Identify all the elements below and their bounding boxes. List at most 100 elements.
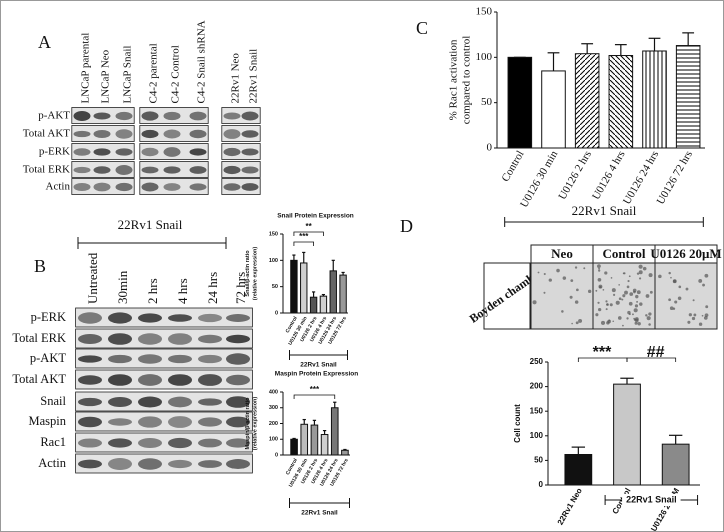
x-tick-label: U0126 20 μM (649, 486, 681, 532)
bar (329, 270, 337, 314)
cell-dot (632, 288, 637, 293)
cell-dot (638, 277, 642, 280)
blot-band (115, 129, 133, 139)
bar (319, 295, 328, 314)
bar (541, 70, 566, 149)
group-label: 22Rv1 Snail (572, 203, 637, 218)
bar (642, 50, 667, 149)
x-tick-label: U0126 72 hrs (655, 149, 695, 207)
y-tick-label: 100 (269, 258, 278, 264)
y-tick-label: 0 (275, 452, 278, 458)
lane-label: 24 hrs (205, 272, 220, 304)
row-label: Actin (38, 456, 67, 470)
blot-band (138, 396, 162, 408)
row-label: p-ERK (31, 310, 66, 324)
cell-dot (597, 277, 602, 282)
cell-dot (628, 301, 633, 306)
lane-label: 22Rv1 Snail (248, 49, 260, 104)
blot-band (163, 166, 181, 174)
cell-dot (608, 319, 611, 322)
panel-label: C (416, 18, 428, 38)
significance-label: *** (310, 385, 320, 394)
blot-band (223, 147, 241, 157)
blot-band (108, 438, 132, 448)
cell-dot (628, 275, 631, 278)
cell-dot (698, 279, 703, 283)
cell-dot (548, 278, 552, 282)
blot-band (108, 397, 132, 407)
cell-dot (628, 313, 631, 316)
cell-dot (611, 288, 616, 293)
blot-band (163, 129, 181, 139)
group-label: 22Rv1 Snail (626, 494, 677, 504)
blot-band (138, 458, 162, 470)
y-axis-label: (relative expression) (252, 397, 258, 451)
blot-band (168, 437, 192, 449)
cell-dot (645, 294, 650, 298)
y-tick-label: 150 (476, 6, 493, 18)
lane-label: LNCaP Snail (122, 46, 134, 104)
panel-label: B (34, 256, 46, 276)
blot-band (108, 354, 132, 364)
cell-dot (646, 316, 651, 321)
image-label: Neo (551, 246, 573, 261)
bar (309, 296, 318, 314)
blot-band (108, 458, 132, 470)
blot-band (168, 459, 192, 469)
y-tick-label: 200 (269, 421, 278, 427)
cell-dot (598, 267, 601, 270)
blot-band (138, 438, 162, 448)
blot-band (189, 129, 207, 139)
cell-dot (670, 276, 672, 279)
cell-dot (636, 290, 641, 295)
bar (608, 55, 634, 149)
bar (290, 438, 298, 456)
blot-band (226, 396, 250, 408)
lane-label: C4-2 Snail shRNA (196, 20, 208, 103)
cell-dot (645, 314, 648, 317)
bar (341, 449, 349, 456)
cell-dot (602, 289, 605, 291)
significance-bracket (626, 357, 677, 362)
cell-dot (626, 285, 630, 289)
cell-dot (658, 274, 662, 279)
cell-dot (669, 306, 674, 311)
y-tick-label: 150 (269, 231, 278, 237)
row-label: p-ERK (39, 146, 70, 158)
cell-dot (606, 303, 609, 306)
cell-dot (556, 268, 560, 273)
blot-band (141, 166, 159, 174)
blot-band (198, 313, 222, 323)
cell-dot (636, 300, 639, 303)
bar (339, 274, 347, 314)
cell-dot (543, 291, 546, 294)
cell-dot (648, 323, 651, 326)
cell-dot (583, 267, 586, 270)
cell-dot (618, 284, 620, 286)
lane-label: 30min (115, 270, 130, 304)
row-label: Actin (46, 181, 71, 193)
blot-band (189, 166, 207, 174)
cell-dot (618, 297, 622, 300)
cell-dot (561, 310, 564, 313)
cell-dot (703, 316, 708, 320)
bar (300, 423, 309, 456)
cell-dot (622, 272, 625, 275)
y-tick-label: 0 (487, 142, 493, 154)
bar (320, 434, 329, 456)
lane-label: 2 hrs (145, 278, 160, 304)
blot-band (198, 334, 222, 344)
y-tick-label: 50 (481, 96, 493, 108)
cell-dot (702, 283, 705, 287)
blot-band (241, 148, 259, 156)
cell-dot (624, 290, 628, 295)
blot-band (73, 111, 91, 121)
bar (507, 56, 533, 149)
bar (300, 262, 308, 314)
bar (330, 407, 339, 456)
significance-bracket (293, 394, 336, 399)
lane-label: 72 hrs (233, 272, 248, 304)
cell-dot (637, 321, 641, 326)
cell-dot (698, 322, 703, 326)
